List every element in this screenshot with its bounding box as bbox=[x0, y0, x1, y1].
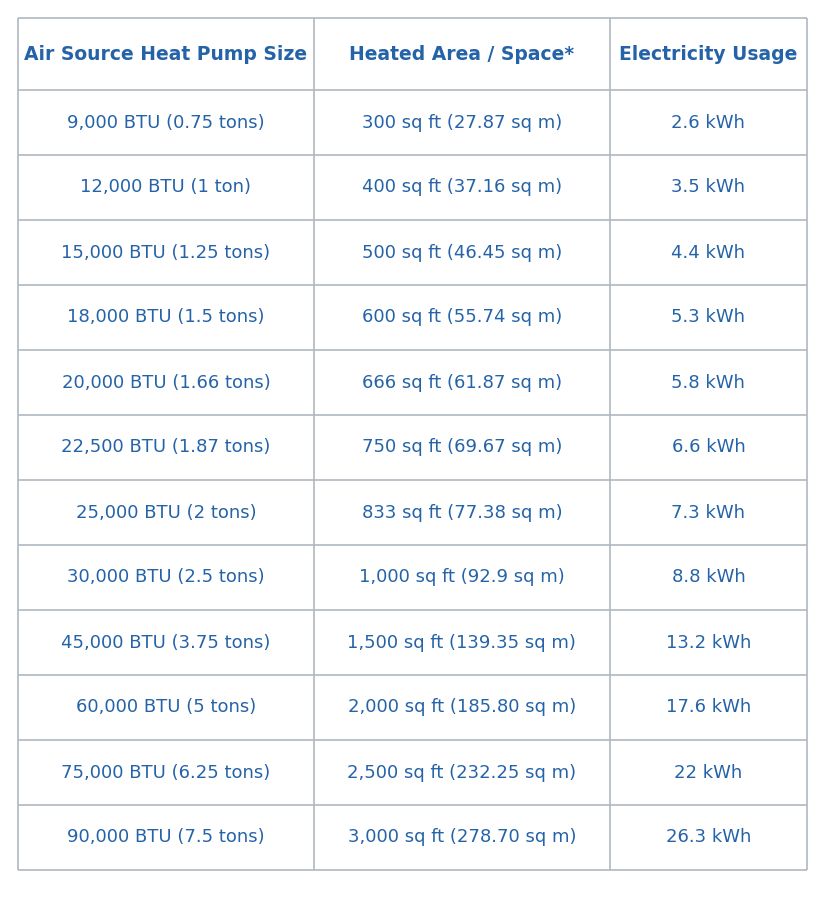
Text: 17.6 kWh: 17.6 kWh bbox=[666, 698, 751, 716]
Bar bbox=[314, 415, 610, 480]
Text: 25,000 BTU (2 tons): 25,000 BTU (2 tons) bbox=[76, 503, 257, 521]
Bar bbox=[18, 480, 313, 545]
Text: 15,000 BTU (1.25 tons): 15,000 BTU (1.25 tons) bbox=[61, 244, 271, 262]
Bar bbox=[18, 350, 313, 415]
Bar bbox=[610, 610, 807, 675]
Text: 75,000 BTU (6.25 tons): 75,000 BTU (6.25 tons) bbox=[61, 763, 271, 781]
Text: 12,000 BTU (1 ton): 12,000 BTU (1 ton) bbox=[81, 179, 252, 197]
Bar bbox=[314, 90, 610, 155]
Text: 30,000 BTU (2.5 tons): 30,000 BTU (2.5 tons) bbox=[67, 568, 265, 586]
Bar bbox=[314, 285, 610, 350]
Text: 600 sq ft (55.74 sq m): 600 sq ft (55.74 sq m) bbox=[361, 308, 562, 327]
Text: 9,000 BTU (0.75 tons): 9,000 BTU (0.75 tons) bbox=[67, 114, 265, 132]
Bar bbox=[610, 480, 807, 545]
Bar bbox=[314, 220, 610, 285]
Bar bbox=[314, 805, 610, 870]
Bar bbox=[18, 415, 313, 480]
Bar bbox=[314, 480, 610, 545]
Bar bbox=[314, 18, 610, 90]
Text: 6.6 kWh: 6.6 kWh bbox=[672, 438, 745, 456]
Text: 2,000 sq ft (185.80 sq m): 2,000 sq ft (185.80 sq m) bbox=[347, 698, 576, 716]
Text: 7.3 kWh: 7.3 kWh bbox=[672, 503, 745, 521]
Text: 2,500 sq ft (232.25 sq m): 2,500 sq ft (232.25 sq m) bbox=[347, 763, 577, 781]
Bar bbox=[18, 155, 313, 220]
Text: 500 sq ft (46.45 sq m): 500 sq ft (46.45 sq m) bbox=[361, 244, 562, 262]
Bar bbox=[610, 675, 807, 740]
Bar bbox=[610, 415, 807, 480]
Text: 13.2 kWh: 13.2 kWh bbox=[666, 633, 751, 651]
Bar bbox=[610, 220, 807, 285]
Bar bbox=[18, 18, 313, 90]
Text: 1,000 sq ft (92.9 sq m): 1,000 sq ft (92.9 sq m) bbox=[359, 568, 564, 586]
Text: 90,000 BTU (7.5 tons): 90,000 BTU (7.5 tons) bbox=[67, 829, 265, 846]
Bar bbox=[610, 155, 807, 220]
Text: 666 sq ft (61.87 sq m): 666 sq ft (61.87 sq m) bbox=[361, 373, 562, 391]
Text: 18,000 BTU (1.5 tons): 18,000 BTU (1.5 tons) bbox=[67, 308, 265, 327]
Text: 300 sq ft (27.87 sq m): 300 sq ft (27.87 sq m) bbox=[361, 114, 562, 132]
Text: 4.4 kWh: 4.4 kWh bbox=[672, 244, 745, 262]
Bar bbox=[18, 675, 313, 740]
Bar bbox=[610, 285, 807, 350]
Bar bbox=[610, 90, 807, 155]
Bar bbox=[18, 90, 313, 155]
Text: 750 sq ft (69.67 sq m): 750 sq ft (69.67 sq m) bbox=[361, 438, 562, 456]
Text: 8.8 kWh: 8.8 kWh bbox=[672, 568, 745, 586]
Bar bbox=[610, 740, 807, 805]
Bar bbox=[610, 545, 807, 610]
Bar bbox=[18, 740, 313, 805]
Text: 5.3 kWh: 5.3 kWh bbox=[672, 308, 745, 327]
Text: 3.5 kWh: 3.5 kWh bbox=[672, 179, 745, 197]
Text: 5.8 kWh: 5.8 kWh bbox=[672, 373, 745, 391]
Bar bbox=[314, 155, 610, 220]
Text: 22 kWh: 22 kWh bbox=[674, 763, 742, 781]
Text: 400 sq ft (37.16 sq m): 400 sq ft (37.16 sq m) bbox=[361, 179, 562, 197]
Text: 45,000 BTU (3.75 tons): 45,000 BTU (3.75 tons) bbox=[61, 633, 271, 651]
Bar bbox=[18, 285, 313, 350]
Bar bbox=[610, 18, 807, 90]
Bar bbox=[610, 350, 807, 415]
Text: 833 sq ft (77.38 sq m): 833 sq ft (77.38 sq m) bbox=[361, 503, 562, 521]
Bar bbox=[610, 805, 807, 870]
Text: 1,500 sq ft (139.35 sq m): 1,500 sq ft (139.35 sq m) bbox=[347, 633, 576, 651]
Bar bbox=[18, 805, 313, 870]
Bar bbox=[314, 610, 610, 675]
Bar bbox=[314, 740, 610, 805]
Text: 26.3 kWh: 26.3 kWh bbox=[666, 829, 751, 846]
Text: 20,000 BTU (1.66 tons): 20,000 BTU (1.66 tons) bbox=[62, 373, 271, 391]
Text: Air Source Heat Pump Size: Air Source Heat Pump Size bbox=[25, 44, 308, 63]
Text: Electricity Usage: Electricity Usage bbox=[620, 44, 798, 63]
Bar bbox=[18, 545, 313, 610]
Text: 3,000 sq ft (278.70 sq m): 3,000 sq ft (278.70 sq m) bbox=[347, 829, 576, 846]
Bar bbox=[18, 220, 313, 285]
Text: 2.6 kWh: 2.6 kWh bbox=[672, 114, 745, 132]
Bar bbox=[18, 610, 313, 675]
Bar bbox=[314, 675, 610, 740]
Bar bbox=[314, 350, 610, 415]
Text: 22,500 BTU (1.87 tons): 22,500 BTU (1.87 tons) bbox=[61, 438, 271, 456]
Bar bbox=[314, 545, 610, 610]
Text: Heated Area / Space*: Heated Area / Space* bbox=[349, 44, 574, 63]
Text: 60,000 BTU (5 tons): 60,000 BTU (5 tons) bbox=[76, 698, 256, 716]
